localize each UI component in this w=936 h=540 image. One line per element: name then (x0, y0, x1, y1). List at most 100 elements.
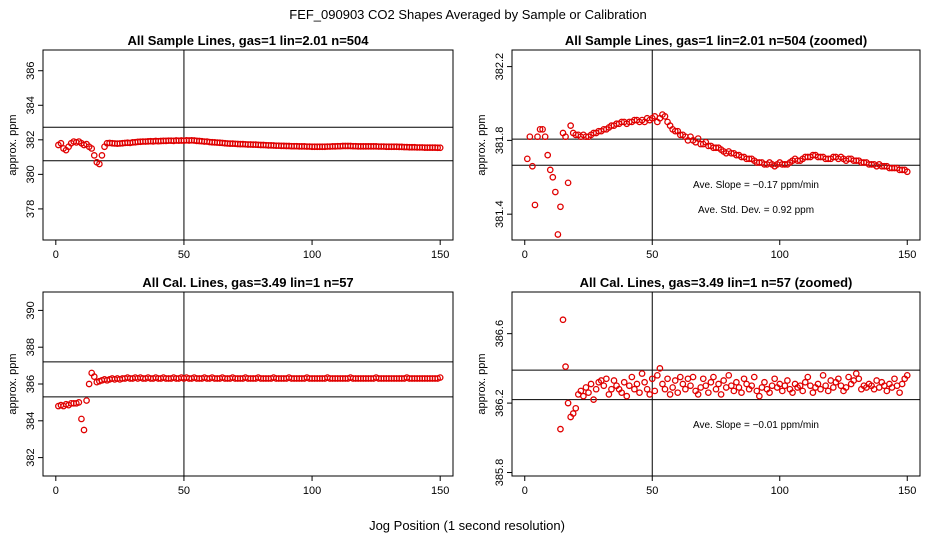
data-point (694, 135, 702, 142)
y-tick-label: 386.6 (494, 320, 506, 348)
data-point (541, 133, 549, 141)
data-point (529, 162, 536, 170)
data-point (605, 391, 613, 398)
chart-panel-1: All Sample Lines, gas=1 lin=2.01 n=504 0 5… (7, 33, 454, 261)
data-point (557, 425, 564, 433)
data-point (539, 125, 546, 133)
data-point (694, 391, 702, 398)
data-point (582, 384, 590, 391)
data-point (580, 392, 587, 400)
data-point (829, 384, 837, 391)
chart-panel-3: All Cal. Lines, gas=3.49 lin=1 n=57 0 50 10… (7, 275, 454, 497)
data-point (799, 387, 807, 395)
y-tick-label: 382 (25, 448, 37, 466)
chart-title: All Sample Lines, gas=1 lin=2.01 n=504 (… (565, 33, 867, 48)
annotation: Ave. Std. Dev. = 0.92 ppm (698, 205, 814, 216)
data-point (715, 380, 722, 388)
data-point (526, 133, 534, 141)
data-point (903, 371, 911, 379)
data-point (600, 382, 608, 390)
data-point (653, 371, 661, 379)
data-point (83, 397, 90, 404)
data-point (817, 385, 824, 393)
data-point (90, 152, 98, 159)
x-tick-label: 50 (178, 249, 190, 261)
x-tick-label: 50 (178, 485, 190, 497)
data-point (544, 151, 552, 159)
data-point (784, 377, 791, 384)
data-point (554, 231, 562, 238)
data-point (748, 382, 756, 390)
data-point (564, 179, 572, 187)
data-point (766, 389, 773, 397)
data-point (98, 152, 106, 159)
data-point (559, 316, 567, 324)
x-tick-label: 50 (646, 249, 658, 261)
y-tick-label: 378 (25, 200, 37, 218)
data-point (546, 166, 554, 174)
data-point (704, 389, 712, 397)
x-tick-label: 150 (431, 485, 449, 497)
data-point (699, 375, 707, 383)
y-axis-label: approx. ppm (7, 353, 19, 414)
chart-title: All Cal. Lines, gas=3.49 lin=1 n=57 (142, 275, 353, 290)
y-tick-label: 381.8 (494, 127, 506, 155)
data-point (436, 374, 444, 381)
x-tick-label: 0 (53, 249, 59, 261)
y-tick-label: 384 (25, 96, 37, 114)
data-point (625, 382, 633, 390)
y-axis-label: approx. ppm (476, 114, 488, 175)
data-point (789, 389, 796, 397)
x-axis-label: Jog Position (1 second resolution) (369, 518, 565, 533)
data-point (85, 380, 93, 388)
data-point (664, 375, 671, 383)
data-point (689, 373, 697, 381)
data-point (602, 375, 610, 383)
y-tick-label: 386 (25, 62, 37, 80)
data-point (564, 399, 572, 407)
data-point (804, 373, 812, 381)
data-point (436, 144, 444, 152)
y-axis-label: approx. ppm (7, 114, 19, 175)
data-point (536, 125, 544, 133)
x-tick-label: 0 (522, 485, 528, 497)
data-points (557, 316, 911, 433)
data-point (891, 375, 898, 383)
data-point (801, 378, 809, 386)
data-point (710, 373, 717, 381)
data-point (648, 375, 656, 383)
data-point (679, 380, 687, 388)
y-tick-label: 384 (25, 412, 37, 430)
data-point (661, 113, 669, 120)
data-point (898, 380, 906, 388)
y-tick-label: 381.4 (494, 200, 506, 228)
x-tick-label: 100 (303, 485, 321, 497)
data-point (778, 387, 786, 395)
data-point (809, 389, 817, 397)
data-point (587, 380, 595, 388)
data-point (90, 373, 98, 380)
data-point (896, 389, 903, 397)
y-tick-label: 386 (25, 375, 37, 393)
data-point (75, 399, 83, 406)
chart-title: All Sample Lines, gas=1 lin=2.01 n=504 (128, 33, 370, 48)
data-point (730, 387, 738, 395)
data-point (883, 387, 891, 395)
data-point (523, 155, 531, 163)
chart-title: All Cal. Lines, gas=3.49 lin=1 n=57 (zoo… (580, 275, 853, 290)
y-tick-label: 380 (25, 165, 37, 183)
data-point (750, 373, 758, 381)
plot-frame (42, 49, 454, 241)
data-point (534, 133, 541, 141)
data-point (824, 387, 832, 395)
data-point (740, 375, 748, 383)
data-point (531, 201, 539, 209)
data-point (835, 375, 842, 383)
data-point (638, 370, 646, 377)
data-point (592, 385, 600, 393)
data-point (661, 385, 669, 393)
data-point (651, 387, 659, 395)
data-point (659, 380, 666, 388)
data-point (646, 391, 654, 398)
data-point (610, 377, 618, 384)
